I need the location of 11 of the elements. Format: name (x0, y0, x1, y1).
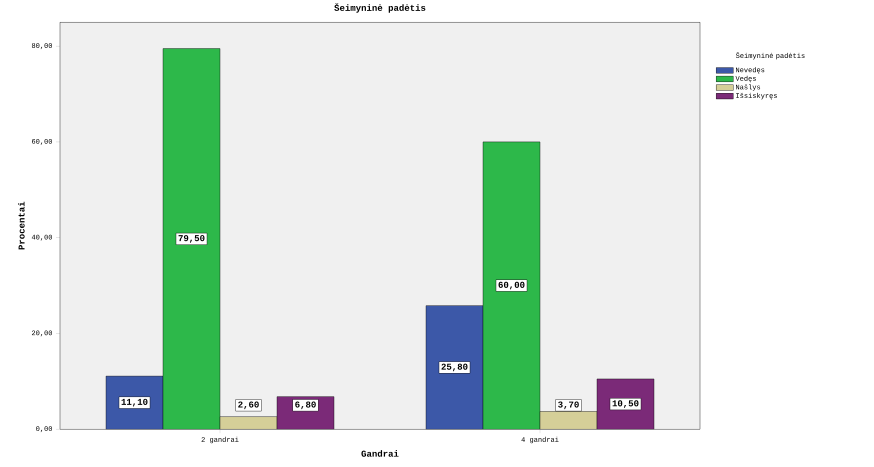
data-label: 2,60 (238, 401, 259, 409)
data-label: 3,70 (558, 401, 579, 409)
data-label: 10,50 (612, 400, 638, 408)
x-axis-title: Gandrai (361, 450, 399, 457)
data-label: 79,50 (178, 234, 204, 243)
chart-title: Šeimyninė padėtis (334, 3, 426, 13)
data-label: 6,80 (295, 401, 316, 409)
data-label: 11,10 (122, 398, 148, 406)
data-label: 25,80 (442, 364, 468, 372)
y-axis-title: Procentai (18, 202, 25, 250)
data-label: 60,00 (498, 282, 524, 290)
